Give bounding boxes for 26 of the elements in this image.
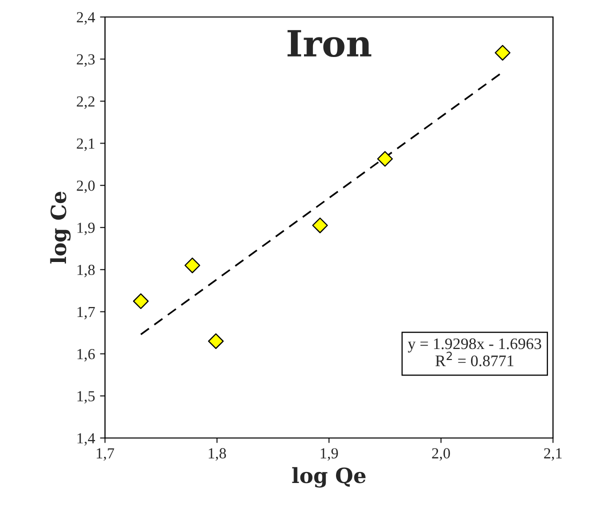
y-tick-label: 1,6 bbox=[78, 348, 95, 362]
y-tick-label: 2,1 bbox=[76, 138, 94, 151]
y-tick-label: 1,7 bbox=[78, 306, 95, 320]
point bbox=[133, 293, 149, 310]
x-tick-label: 1,8 bbox=[208, 448, 226, 461]
point bbox=[377, 151, 393, 167]
point bbox=[208, 333, 224, 350]
x-tick-label: 1,9 bbox=[320, 448, 338, 461]
point bbox=[494, 44, 510, 61]
x-tick-label: 1,7 bbox=[96, 448, 114, 461]
y-tick-label: 2,2 bbox=[76, 96, 94, 109]
y-tick-label: 1,5 bbox=[78, 391, 95, 404]
y-tick-label: 1,4 bbox=[78, 433, 96, 446]
point bbox=[184, 258, 200, 274]
y-tick-label: 1,9 bbox=[78, 222, 95, 236]
y-axis-title: log Ce bbox=[50, 192, 71, 264]
x-tick-label: 2,0 bbox=[432, 448, 450, 461]
chart-title: Iron bbox=[288, 30, 372, 57]
x-tick-label: 2,1 bbox=[544, 448, 562, 461]
y-tick-label: 1,8 bbox=[78, 264, 95, 278]
point bbox=[312, 218, 328, 234]
x-axis-title: log Qe bbox=[292, 467, 366, 488]
y-tick-label: 2,0 bbox=[76, 180, 95, 194]
y-tick-label: 2,4 bbox=[76, 12, 96, 25]
annotation: y = 1.9298x - 1.6963 R$^{2}$ = 0.8771 bbox=[408, 338, 542, 366]
y-tick-label: 2,3 bbox=[76, 54, 95, 67]
